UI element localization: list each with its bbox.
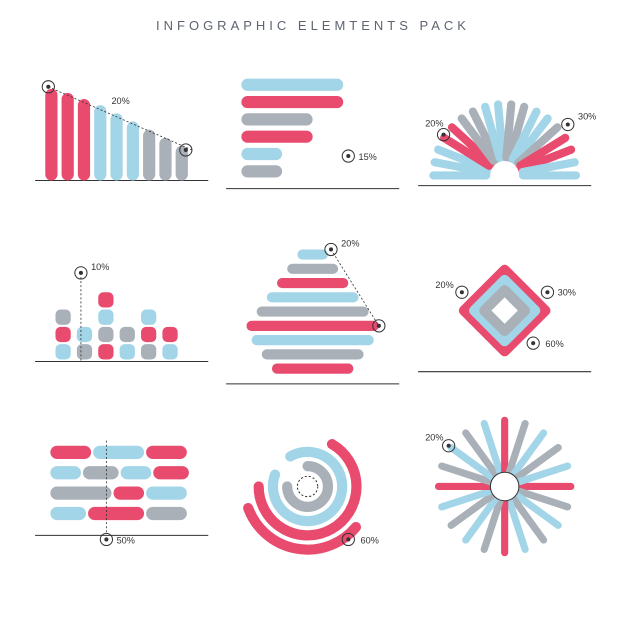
chart-grid: 20% 15% 30% 20% 10% 20% 20% 30% 60% 50% 60%… [0, 43, 626, 603]
svg-text:20%: 20% [425, 119, 443, 129]
svg-text:20%: 20% [342, 239, 360, 249]
svg-text:20%: 20% [111, 96, 129, 106]
chart-9: 20% [413, 405, 596, 578]
svg-text:50%: 50% [117, 536, 135, 546]
chart-7: 50% [30, 405, 213, 578]
chart-8: 60% [221, 405, 404, 578]
svg-text:20%: 20% [425, 433, 443, 443]
chart-3: 30% 20% [413, 43, 596, 216]
chart-6: 20% 30% 60% [413, 224, 596, 397]
page-title: INFOGRAPHIC ELEMTENTS PACK [0, 0, 626, 43]
chart-5: 20% [221, 224, 404, 397]
svg-text:30%: 30% [557, 287, 575, 297]
svg-text:60%: 60% [545, 339, 563, 349]
svg-text:60%: 60% [361, 536, 379, 546]
svg-text:10%: 10% [91, 262, 109, 272]
chart-1: 20% [30, 43, 213, 216]
chart-2: 15% [221, 43, 404, 216]
svg-text:20%: 20% [435, 280, 453, 290]
chart-4: 10% [30, 224, 213, 397]
svg-text:30%: 30% [578, 111, 596, 121]
svg-text:15%: 15% [359, 152, 377, 162]
